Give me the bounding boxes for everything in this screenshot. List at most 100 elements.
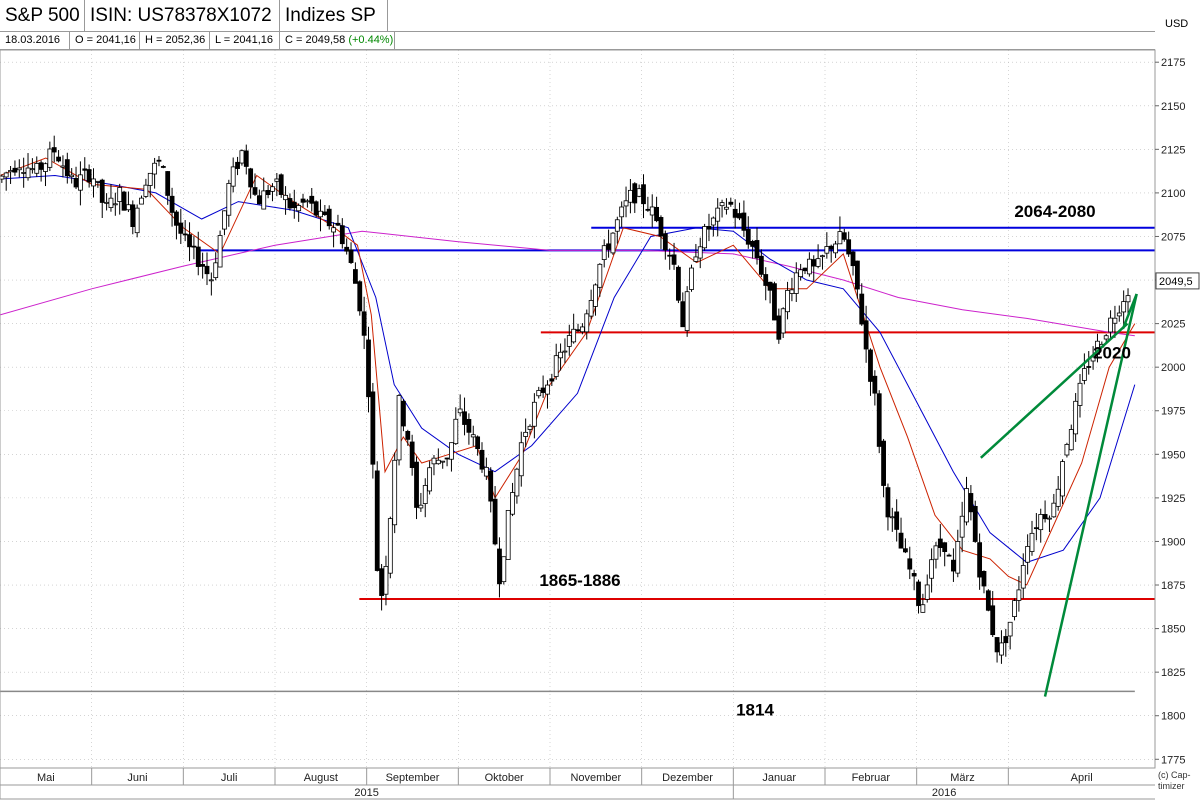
candle-body bbox=[309, 195, 315, 204]
candle-body bbox=[396, 395, 402, 461]
candle-body bbox=[1064, 444, 1070, 456]
candle-body bbox=[671, 254, 677, 265]
month-label: März bbox=[950, 772, 974, 784]
ma-slow-line bbox=[0, 230, 1135, 337]
candle-body bbox=[300, 198, 306, 203]
candle-body bbox=[235, 161, 240, 169]
candle-body bbox=[134, 207, 140, 234]
candle-body bbox=[828, 245, 834, 250]
candle-body bbox=[169, 195, 175, 213]
candle-body bbox=[248, 168, 254, 188]
candle-body bbox=[318, 210, 323, 218]
candle-body bbox=[256, 195, 262, 205]
candle-body bbox=[911, 573, 917, 577]
candle-body bbox=[361, 311, 367, 336]
candle-body bbox=[1068, 429, 1074, 451]
candle-body bbox=[706, 225, 712, 230]
candle-body bbox=[566, 335, 572, 347]
candle-body bbox=[392, 459, 398, 526]
candle-body bbox=[872, 375, 878, 394]
candle-body bbox=[985, 590, 991, 611]
candle-body bbox=[1033, 527, 1039, 530]
y-tick-label: 1950 bbox=[1161, 449, 1185, 461]
candle-body bbox=[955, 541, 961, 574]
candle-body bbox=[854, 260, 860, 290]
candle-body bbox=[287, 198, 293, 209]
y-tick-label: 1925 bbox=[1161, 493, 1185, 505]
candle-body bbox=[440, 460, 446, 463]
candle-body bbox=[444, 457, 450, 460]
candle-body bbox=[859, 293, 865, 325]
candle-body bbox=[108, 197, 114, 208]
month-label: November bbox=[570, 772, 621, 784]
candle-body bbox=[575, 329, 581, 332]
y-tick-label: 2025 bbox=[1161, 319, 1185, 331]
month-label: Juni bbox=[127, 772, 147, 784]
candle-body bbox=[335, 222, 341, 226]
candle-body bbox=[820, 255, 825, 258]
candle-body bbox=[43, 163, 48, 172]
candle-body bbox=[29, 168, 35, 171]
candle-body bbox=[833, 243, 838, 254]
month-label: April bbox=[1071, 772, 1093, 784]
candle-body bbox=[737, 213, 742, 219]
candle-body bbox=[815, 258, 821, 267]
candle-body bbox=[475, 436, 481, 450]
candle-body bbox=[780, 308, 786, 334]
candle-body bbox=[741, 212, 747, 231]
candle-body bbox=[322, 211, 328, 216]
ma-mid-line bbox=[0, 174, 1136, 563]
month-label: Februar bbox=[852, 772, 891, 784]
candle-body bbox=[806, 258, 812, 275]
candle-body bbox=[261, 190, 267, 210]
candle-body bbox=[112, 203, 118, 206]
candle-body bbox=[374, 470, 380, 571]
candle-body bbox=[946, 554, 952, 557]
candle-body bbox=[370, 391, 376, 465]
candle-body bbox=[86, 169, 92, 183]
candle-body bbox=[1029, 532, 1035, 552]
candle-body bbox=[863, 320, 869, 350]
candle-body bbox=[724, 206, 729, 210]
candle-body bbox=[719, 202, 725, 207]
candle-body bbox=[680, 301, 686, 328]
candle-body bbox=[64, 159, 70, 177]
ma-fast-line bbox=[0, 157, 1136, 586]
plot-frame bbox=[0, 49, 1156, 769]
y-tick-label: 2125 bbox=[1161, 144, 1185, 156]
candle-body bbox=[357, 281, 363, 312]
candle-body bbox=[1112, 317, 1118, 324]
candle-body bbox=[126, 204, 131, 211]
candle-body bbox=[56, 156, 61, 162]
candle-body bbox=[270, 186, 275, 192]
candle-body bbox=[427, 467, 433, 492]
candle-body bbox=[414, 461, 419, 508]
candle-body bbox=[579, 326, 585, 333]
candle-body bbox=[597, 263, 603, 288]
candle-body bbox=[933, 545, 939, 560]
candle-body bbox=[693, 256, 699, 262]
candle-body bbox=[676, 266, 681, 301]
y-tick-label: 1825 bbox=[1161, 667, 1185, 679]
candle-body bbox=[208, 279, 214, 282]
y-tick-label: 2000 bbox=[1161, 362, 1185, 374]
candle-body bbox=[379, 568, 384, 596]
candle-body bbox=[593, 284, 598, 307]
candle-body bbox=[606, 243, 611, 250]
candle-body bbox=[628, 189, 633, 203]
candle-body bbox=[632, 183, 638, 204]
y-tick-label: 1975 bbox=[1161, 406, 1185, 418]
candle-body bbox=[824, 246, 830, 254]
candle-body bbox=[916, 581, 921, 606]
candle-body bbox=[588, 300, 594, 317]
candle-body bbox=[1108, 317, 1113, 333]
quote-date: 18.03.2016 bbox=[0, 32, 70, 49]
candle-body bbox=[619, 206, 625, 218]
moving-averages bbox=[0, 157, 1136, 586]
candle-body bbox=[654, 206, 659, 222]
candle-body bbox=[846, 239, 852, 255]
quote-close-cell: C = 2049,58 (+0.44%) bbox=[280, 32, 395, 49]
trend-line bbox=[1121, 293, 1138, 330]
candle-body bbox=[601, 245, 607, 260]
